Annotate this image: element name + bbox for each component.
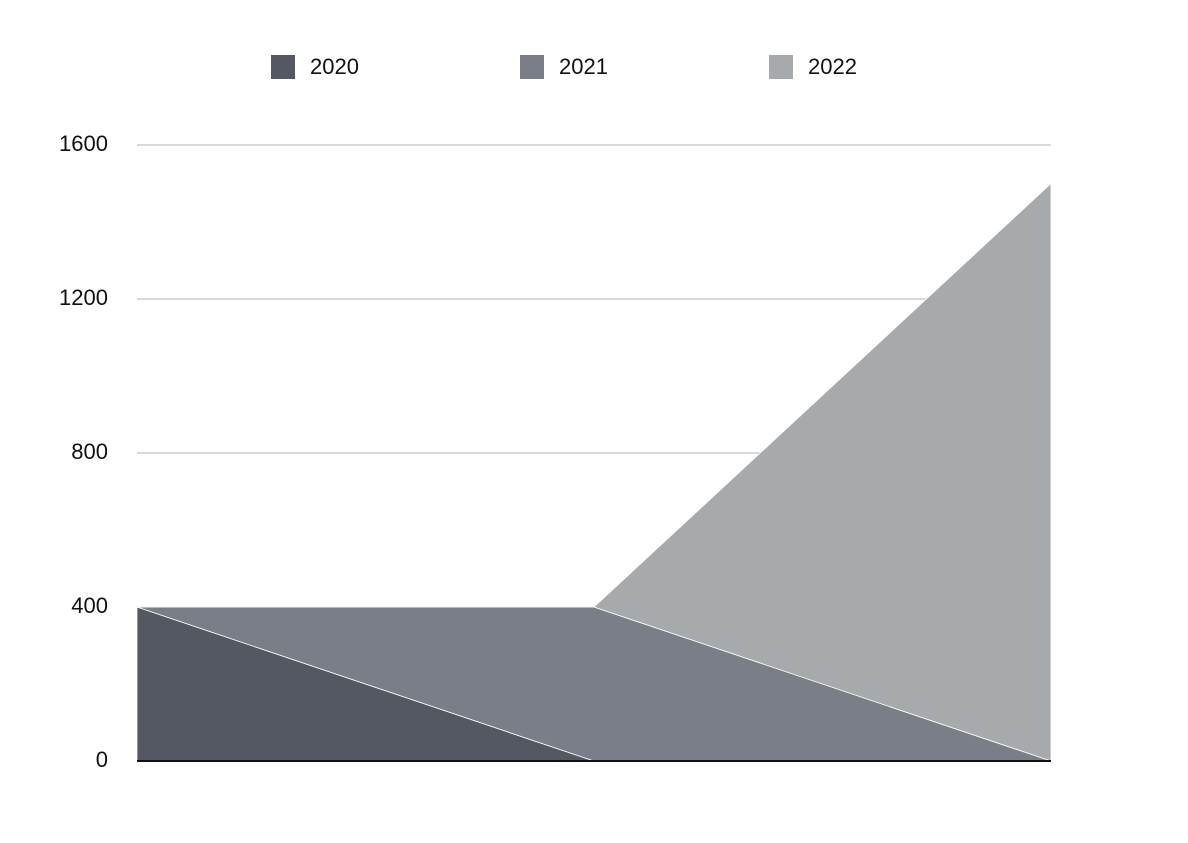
legend-label: 2022	[808, 54, 857, 79]
y-tick-label: 400	[71, 593, 108, 618]
legend-label: 2021	[559, 54, 608, 79]
y-tick-label: 800	[71, 439, 108, 464]
area	[137, 182, 1052, 762]
y-tick-label: 0	[96, 747, 108, 772]
legend-swatch	[769, 55, 793, 79]
legend-swatch	[271, 55, 295, 79]
y-tick-label: 1600	[59, 131, 108, 156]
legend-label: 2020	[310, 54, 359, 79]
legend-swatch	[520, 55, 544, 79]
y-tick-label: 1200	[59, 285, 108, 310]
